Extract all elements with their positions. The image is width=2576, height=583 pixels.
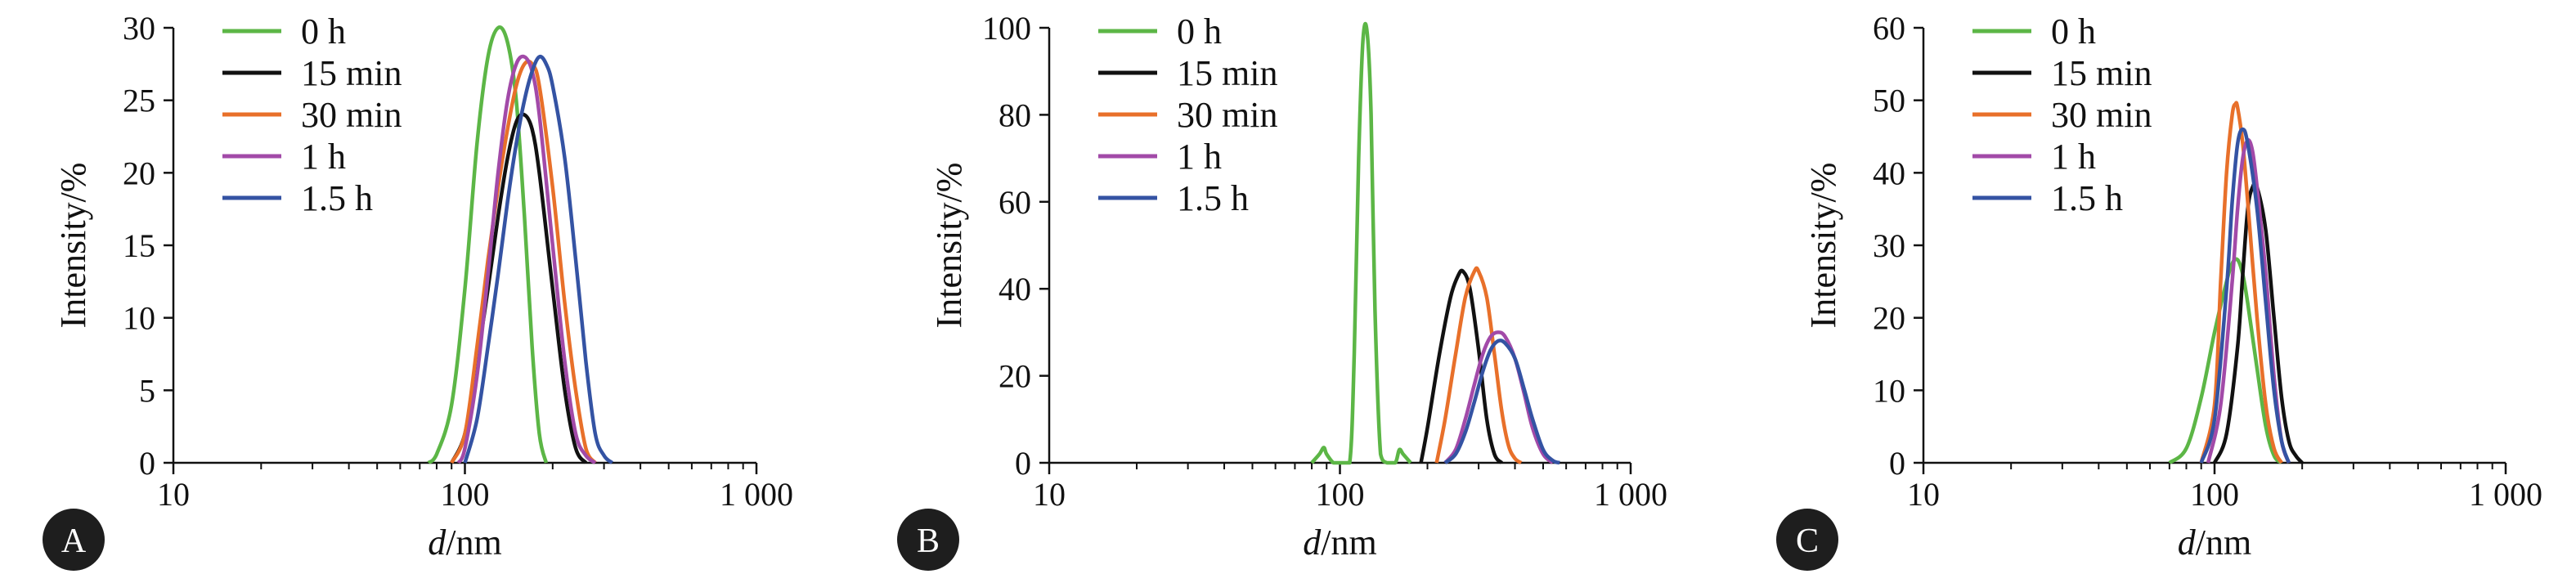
panel-label-badge — [897, 509, 959, 571]
y-tick-label: 80 — [999, 96, 1031, 133]
legend-label: 15 min — [301, 53, 402, 93]
series-line-1-5-h — [2199, 127, 2291, 464]
y-tick-label: 10 — [123, 300, 155, 337]
y-tick-label: 5 — [139, 372, 155, 409]
legend-label: 15 min — [2051, 53, 2152, 93]
legend-label: 1.5 h — [301, 178, 373, 218]
panel-label-badge — [1776, 509, 1838, 571]
y-axis-label: Intensity/% — [929, 163, 969, 329]
x-tick-label: 10 — [1907, 476, 1940, 513]
x-axis-label-unit: /nm — [446, 522, 501, 563]
x-axis-label: d/nm — [2178, 522, 2251, 563]
series-line-0-h — [427, 25, 549, 464]
y-tick-label: 20 — [999, 358, 1031, 395]
x-tick-label: 100 — [1316, 476, 1365, 513]
y-tick-label: 60 — [1873, 10, 1905, 47]
y-tick-label: 50 — [1873, 83, 1905, 119]
y-tick-label: 25 — [123, 83, 155, 119]
panel-label: A — [61, 522, 87, 560]
series-line-1-5-h — [1443, 339, 1560, 465]
series-line-0-h — [2168, 257, 2283, 464]
series-line-30-min — [2199, 101, 2284, 464]
series-line-0-h — [1310, 21, 1412, 465]
legend-label: 15 min — [1177, 53, 1277, 93]
y-tick-label: 0 — [139, 445, 155, 482]
x-tick-label: 10 — [157, 476, 190, 513]
panel-b-chart: 0 20 40 60 80 100 10 100 1 000 Intensity/% d/nm 0 h… — [897, 10, 1667, 571]
legend-label: 0 h — [301, 11, 346, 52]
x-tick-label: 1 000 — [1594, 476, 1667, 513]
series-line-30-min — [1434, 266, 1523, 464]
x-tick-label: 1 000 — [2469, 476, 2542, 513]
series-line-15-min — [1419, 268, 1504, 464]
series-line-1-h — [456, 54, 597, 464]
legend-label: 1 h — [2051, 137, 2096, 177]
x-axis-label-unit: /nm — [2196, 522, 2251, 563]
legend-label: 30 min — [1177, 95, 1277, 135]
x-axis-label: d/nm — [1303, 522, 1376, 563]
x-tick-label: 10 — [1033, 476, 1066, 513]
y-tick-label: 0 — [1015, 445, 1031, 482]
panel-label: C — [1796, 522, 1819, 560]
panel-a-chart: 0 5 10 15 20 25 30 10 100 1 000 Intensity/% d/nm 0 h… — [43, 10, 793, 571]
y-tick-label: 60 — [999, 184, 1031, 221]
x-axis-label-symbol: d — [1303, 522, 1322, 563]
x-tick-label: 100 — [2190, 476, 2239, 513]
x-tick-label: 1 000 — [720, 476, 793, 513]
y-tick-label: 100 — [982, 10, 1031, 47]
y-tick-label: 30 — [1873, 227, 1905, 264]
y-axis-label: Intensity/% — [53, 163, 93, 329]
y-tick-label: 30 — [123, 10, 155, 47]
legend-label: 1.5 h — [2051, 178, 2123, 218]
x-axis-label: d/nm — [428, 522, 501, 563]
legend-label: 30 min — [2051, 95, 2152, 135]
legend-label: 0 h — [1177, 11, 1222, 52]
x-tick-label: 100 — [441, 476, 490, 513]
y-axis-label: Intensity/% — [1803, 163, 1843, 329]
panel-label: B — [917, 522, 940, 560]
legend-label: 30 min — [301, 95, 402, 135]
y-tick-label: 20 — [123, 155, 155, 191]
y-tick-label: 15 — [123, 227, 155, 264]
series-line-30-min — [450, 59, 597, 464]
y-tick-label: 40 — [999, 271, 1031, 307]
legend-label: 1 h — [301, 137, 346, 177]
series-line-1-h — [1443, 330, 1555, 464]
legend-label: 1 h — [1177, 137, 1222, 177]
series-line-1-5-h — [463, 54, 614, 464]
legend-label: 1.5 h — [1177, 178, 1249, 218]
y-tick-label: 10 — [1873, 372, 1905, 409]
x-axis-label-symbol: d — [2178, 522, 2197, 563]
y-tick-label: 40 — [1873, 155, 1905, 191]
y-tick-label: 0 — [1889, 445, 1905, 482]
x-axis-label-symbol: d — [428, 522, 447, 563]
y-tick-label: 20 — [1873, 300, 1905, 337]
panel-label-badge — [43, 509, 105, 571]
x-axis-label-unit: /nm — [1321, 522, 1376, 563]
legend-label: 0 h — [2051, 11, 2096, 52]
